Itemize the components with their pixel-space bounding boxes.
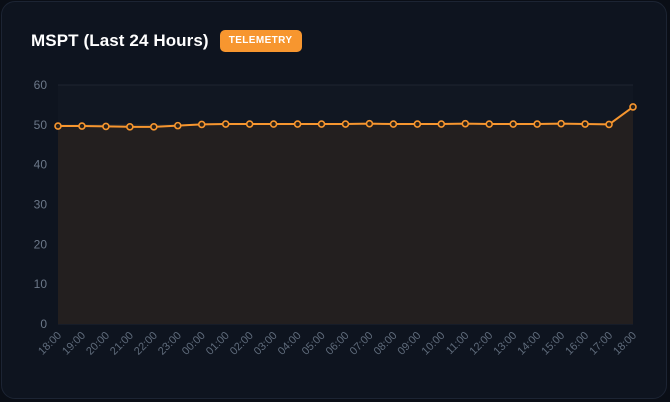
- data-point: [54, 122, 62, 130]
- data-point: [78, 122, 86, 130]
- data-point: [557, 119, 565, 128]
- data-point: [533, 120, 541, 128]
- data-point: [485, 120, 494, 128]
- x-tick-label: 19:00: [60, 330, 88, 358]
- x-tick-label: 20:00: [84, 330, 112, 358]
- data-point: [126, 123, 134, 131]
- data-point: [221, 120, 230, 128]
- y-tick-label: 40: [34, 158, 48, 172]
- y-tick-label: 0: [40, 317, 47, 331]
- x-tick-label: 00:00: [180, 330, 208, 358]
- data-point: [150, 123, 158, 131]
- x-tick-label: 22:00: [132, 330, 160, 358]
- chart-title: MSPT (Last 24 Hours): [31, 31, 209, 50]
- x-tick-label: 05:00: [300, 330, 328, 358]
- data-point: [293, 120, 302, 128]
- x-tick-label: 18:00: [611, 330, 639, 358]
- data-point: [389, 120, 398, 128]
- telemetry-badge: TELEMETRY: [219, 30, 302, 52]
- data-point: [173, 121, 182, 130]
- x-tick-label: 02:00: [228, 330, 256, 358]
- x-tick-label: 14:00: [515, 330, 543, 358]
- data-point: [437, 120, 446, 128]
- x-tick-label: 11:00: [444, 330, 471, 357]
- x-tick-label: 21:00: [108, 330, 136, 358]
- series-area: [58, 106, 633, 325]
- data-point: [317, 120, 326, 128]
- x-tick-label: 08:00: [372, 330, 400, 358]
- x-tick-label: 03:00: [252, 330, 280, 358]
- data-point: [365, 119, 374, 128]
- x-tick-label: 17:00: [587, 330, 615, 358]
- data-point: [413, 120, 422, 128]
- x-tick-label: 12:00: [467, 330, 495, 358]
- y-tick-label: 30: [34, 198, 48, 212]
- data-point: [197, 120, 206, 129]
- data-point: [581, 120, 589, 128]
- data-point: [605, 120, 613, 129]
- x-tick-label: 15:00: [539, 330, 567, 358]
- y-tick-label: 60: [34, 78, 48, 92]
- x-tick-label: 23:00: [156, 330, 184, 358]
- data-point: [269, 120, 278, 128]
- x-tick-label: 10:00: [420, 330, 448, 358]
- card-header: MSPT (Last 24 Hours) TELEMETRY: [31, 30, 302, 52]
- data-point: [629, 103, 637, 111]
- data-point: [461, 119, 470, 128]
- y-tick-label: 20: [34, 237, 48, 251]
- x-tick-label: 13:00: [491, 330, 519, 358]
- x-tick-label: 16:00: [563, 330, 591, 358]
- data-point: [509, 120, 518, 128]
- y-tick-label: 10: [34, 277, 48, 291]
- data-point: [341, 120, 350, 128]
- x-tick-label: 06:00: [324, 330, 352, 358]
- x-tick-label: 04:00: [276, 330, 304, 358]
- data-point: [245, 120, 254, 128]
- y-tick-label: 50: [34, 118, 48, 132]
- x-tick-label: 01:00: [204, 330, 232, 358]
- x-tick-label: 18:00: [36, 330, 64, 358]
- data-point: [102, 122, 110, 131]
- x-tick-label: 07:00: [348, 330, 376, 358]
- x-tick-label: 09:00: [396, 330, 424, 358]
